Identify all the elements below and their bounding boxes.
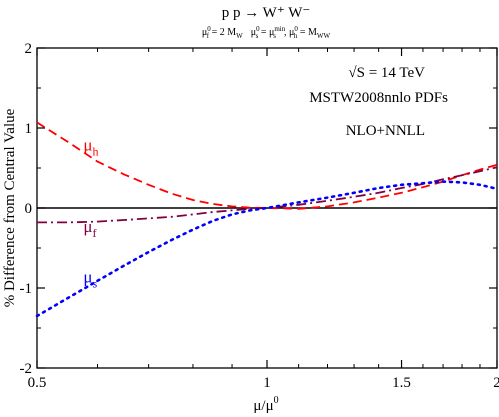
axis-ticks: [36, 47, 498, 369]
y-tick-label: -1: [20, 281, 33, 297]
series-layer: [35, 121, 499, 318]
series-label-h: μh: [83, 135, 98, 158]
x-axis-label: μ/μ0: [253, 395, 278, 414]
y-axis-label: % Difference from Central Value: [2, 108, 18, 307]
annotation-energy: √S = 14 TeV: [348, 65, 425, 81]
series-labels: μh μf μs: [83, 135, 98, 290]
series-label-f: μf: [83, 217, 96, 240]
annotation-pdf: MSTW2008nnlo PDFs: [309, 90, 448, 106]
y-tick-label: 0: [25, 201, 33, 217]
series-line-f: [37, 166, 498, 224]
y-tick-label: -2: [20, 361, 33, 377]
x-tick-label: 1.5: [392, 375, 411, 391]
x-tick-label: 2: [493, 375, 499, 391]
annotation-order: NLO+NNLL: [346, 123, 425, 139]
y-tick-label: 1: [25, 121, 33, 137]
series-line-s: [35, 180, 499, 318]
chart-title: p p → W⁺ W⁻: [222, 5, 311, 21]
y-tick-label: 2: [25, 41, 33, 57]
x-tick-label: 0.5: [28, 375, 47, 391]
x-tick-label: 1: [263, 375, 271, 391]
series-line-h: [36, 121, 498, 210]
axis-tick-labels: -2 -1 0 1 2 0.5 1 1.5 2: [20, 41, 499, 391]
chart-subtitle: μ0 f = 2 MW μ0 s = μmin s, μ0 h = MWW: [202, 25, 331, 40]
series-label-s: μs: [83, 267, 97, 290]
